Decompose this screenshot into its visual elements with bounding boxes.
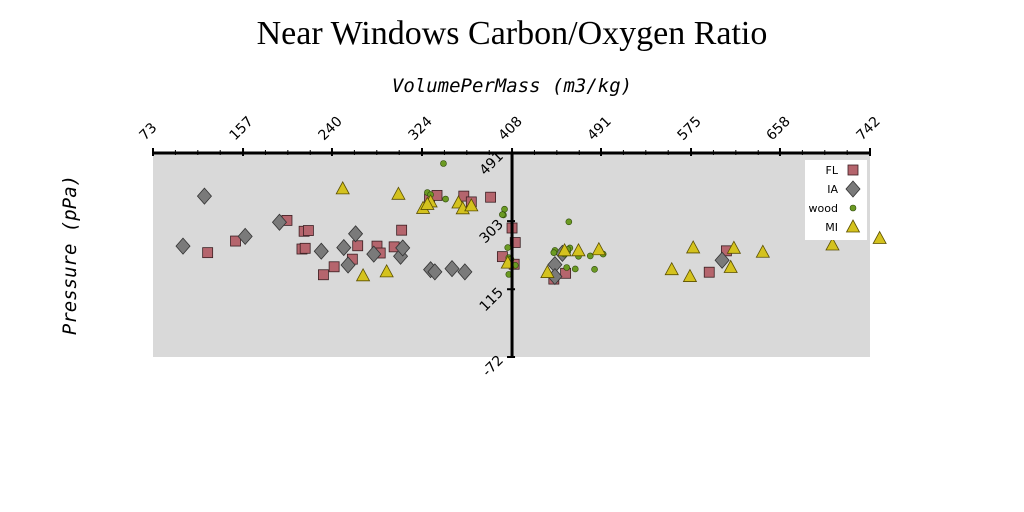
legend: FL IA wood MI	[805, 160, 867, 240]
x-tick-label: 157	[227, 114, 257, 144]
point-mi	[825, 237, 840, 251]
point-fl	[352, 240, 364, 252]
legend-label-wood: wood	[809, 202, 838, 215]
point-ia	[395, 239, 411, 257]
point-wood	[563, 264, 570, 271]
y-axis-label: Pressure (pPa)	[59, 175, 81, 335]
point-mi	[723, 259, 738, 273]
point-ia	[175, 237, 191, 255]
point-fl	[303, 225, 314, 236]
point-mi	[557, 242, 572, 257]
point-fl	[202, 247, 214, 259]
point-fl	[509, 237, 521, 248]
x-tick-label: 408	[496, 114, 526, 144]
point-ia	[427, 263, 443, 281]
point-mi	[682, 268, 698, 282]
point-fl	[318, 269, 329, 281]
point-mi	[726, 240, 742, 254]
point-ia	[237, 227, 253, 245]
legend-marker-ia	[845, 180, 861, 198]
x-tick-label: 575	[675, 114, 705, 144]
point-mi	[335, 181, 350, 195]
x-axis-label: VolumePerMass (m3/kg)	[392, 75, 632, 97]
point-wood	[586, 252, 594, 260]
point-mi	[664, 261, 679, 276]
point-mi	[391, 186, 406, 200]
point-ia	[348, 225, 364, 243]
point-ia	[714, 251, 730, 269]
point-ia	[196, 187, 212, 205]
point-mi	[540, 264, 555, 278]
point-fl	[299, 242, 311, 254]
point-ia	[457, 263, 473, 281]
point-fl	[328, 261, 340, 273]
point-ia	[336, 238, 352, 257]
legend-label-fl: FL	[826, 164, 839, 177]
series-mi	[335, 181, 887, 282]
point-ia	[444, 259, 460, 278]
point-mi	[420, 196, 435, 210]
point-fl	[485, 191, 497, 203]
point-mi	[571, 242, 586, 257]
point-mi	[379, 264, 394, 278]
chart-title: Near Windows Carbon/Oxygen Ratio	[257, 15, 768, 52]
point-wood	[550, 249, 558, 256]
point-fl	[703, 266, 715, 278]
point-wood	[501, 205, 508, 213]
x-tick-label: 742	[854, 114, 884, 144]
point-wood	[571, 265, 579, 273]
point-ia	[271, 213, 287, 231]
point-wood	[504, 244, 512, 251]
point-wood	[442, 195, 449, 203]
point-ia	[340, 256, 356, 274]
point-wood	[440, 160, 447, 167]
x-tick-label: 658	[763, 114, 793, 144]
point-fl	[230, 235, 241, 247]
point-mi	[464, 198, 479, 212]
legend-marker-fl	[847, 164, 859, 176]
point-wood	[591, 266, 598, 273]
series-ia	[175, 187, 730, 286]
point-ia	[366, 245, 382, 263]
point-mi	[355, 267, 371, 282]
x-tick-label: 240	[315, 114, 345, 144]
point-ia	[313, 242, 329, 260]
point-mi	[755, 244, 770, 258]
point-mi	[685, 240, 701, 254]
point-fl	[396, 224, 408, 236]
x-tick-label: 324	[406, 114, 436, 144]
x-tick-label: 491	[585, 114, 615, 144]
point-mi	[872, 230, 887, 244]
point-mi	[591, 241, 607, 256]
legend-label-ia: IA	[827, 183, 838, 196]
legend-label-mi: MI	[825, 221, 838, 234]
legend-marker-wood	[849, 204, 857, 212]
legend-marker-mi	[845, 219, 861, 233]
x-tick-label: 73	[137, 120, 161, 144]
point-wood	[565, 218, 573, 226]
point-wood	[499, 211, 506, 218]
